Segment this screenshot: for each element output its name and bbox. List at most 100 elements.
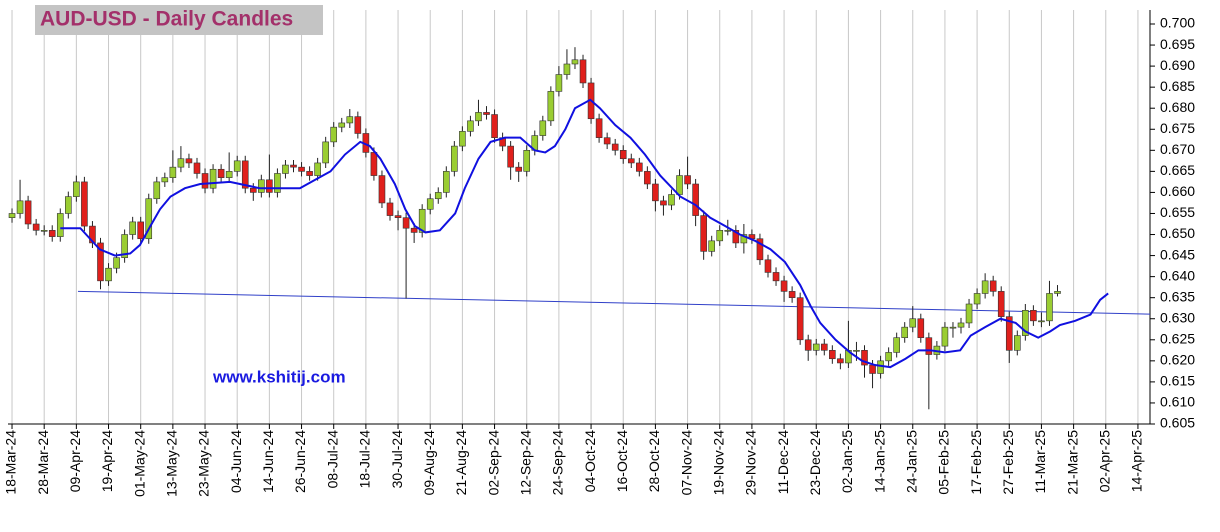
x-tick-label: 11-Mar-25 [1032,430,1048,494]
x-tick-label: 02-Jan-25 [839,430,855,493]
candle-body [796,297,804,341]
y-tick-label: 0.675 [1160,120,1195,136]
candle-body [989,280,997,292]
x-tick-label: 26-Jun-24 [292,430,308,493]
candle-body [732,230,740,244]
x-tick-label: 13-May-24 [164,430,180,497]
candle-body [676,175,683,195]
candle-body [346,116,354,124]
candle-body [330,126,338,143]
x-tick-label: 23-May-24 [196,430,212,497]
candle-body [185,158,193,164]
x-tick-label: 29-Nov-24 [743,430,759,496]
candle-body [619,150,627,160]
x-tick-label: 02-Apr-25 [1096,430,1112,492]
x-tick-label: 23-Dec-24 [807,430,823,496]
candle-body [97,242,104,282]
annotation: www.kshitij.com [212,367,346,386]
candle-body [354,116,362,134]
candle-body [137,221,144,240]
candle-body [56,213,64,237]
y-tick-label: 0.630 [1160,309,1195,325]
candle-body [708,240,715,252]
candle-body [459,131,466,147]
candle-body [660,200,667,206]
candle-body [523,150,531,172]
candle-body [402,217,410,229]
x-tick-label: 04-Jun-24 [228,430,244,493]
candle-body [153,181,161,200]
candle-body [241,160,249,189]
candle-body [394,215,402,218]
x-tick-label: 09-Apr-24 [67,430,83,492]
candle-body [386,202,394,216]
candle-body [467,120,474,132]
candle-body [571,59,579,65]
candle-body [684,175,691,185]
candle-body [877,360,884,374]
candle-body [652,183,659,202]
candle-body [40,230,48,232]
candle-body [282,164,289,174]
x-tick-label: 02-Sep-24 [485,430,501,496]
y-tick-label: 0.685 [1160,78,1195,94]
candle-body [274,173,281,193]
x-tick-label: 28-Oct-24 [646,430,662,492]
candle-body [837,358,844,364]
candle-body [475,112,482,122]
y-tick-label: 0.695 [1160,36,1195,52]
candle-body [322,141,329,164]
x-tick-label: 09-Aug-24 [421,430,437,496]
candle-body [16,200,24,214]
candle-body [113,257,120,269]
y-tick-label: 0.650 [1160,225,1195,241]
x-tick-label: 24-Jan-25 [903,430,919,493]
candle-body [209,168,217,189]
candle-body [1022,310,1029,336]
x-tick-label: 14-Jan-25 [871,430,887,493]
candle-body [668,194,675,206]
candle-body [957,322,965,328]
candle-body [917,318,925,338]
x-tick-label: 19-Nov-24 [710,430,726,496]
candle-body [418,208,426,233]
candle-body [73,181,80,197]
candle-body [434,192,442,200]
candle-body [145,198,153,240]
candle-body [89,225,96,244]
candle-body [901,326,909,338]
candle-body [491,114,498,138]
candle-body [201,173,209,189]
x-tick-label: 12-Sep-24 [517,430,533,496]
candle-body [410,227,418,233]
x-tick-label: 05-Feb-25 [936,430,952,495]
candle-body [700,215,707,252]
x-tick-label: 07-Nov-24 [678,430,694,496]
x-tick-label: 11-Dec-24 [775,430,791,495]
candle-body [370,152,378,176]
candle-body [716,230,724,242]
y-tick-label: 0.605 [1160,415,1195,431]
candle-body [105,267,112,282]
candle-body [636,162,643,172]
candle-body [812,343,820,351]
candle-body [772,272,780,282]
candle-body [756,238,764,261]
candle-body [249,187,257,193]
candle-body [973,293,981,305]
candle-body [298,166,305,172]
candle-body [81,181,88,227]
candle-body [893,337,900,353]
candle-body [764,259,772,273]
candle-body [547,91,555,122]
y-tick-label: 0.680 [1160,99,1195,115]
candle-body [48,230,56,237]
candle-body [8,213,16,218]
candle-body [290,164,297,168]
candle-body [32,223,40,231]
candle-body [829,350,836,360]
candle-body [24,200,32,225]
candle-body [740,234,748,244]
trend-line [77,290,1151,315]
